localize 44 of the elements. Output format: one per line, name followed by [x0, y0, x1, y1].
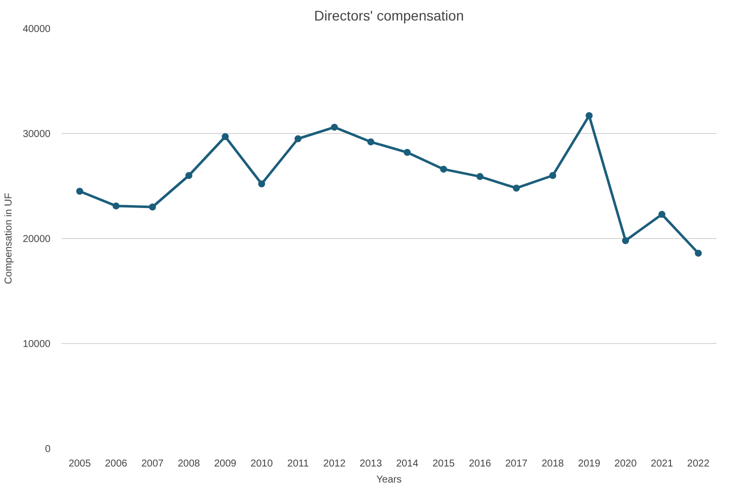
y-axis-title: Compensation in UF: [4, 192, 15, 284]
x-tick-label: 2010: [250, 458, 274, 470]
x-tick-label: 2016: [468, 458, 492, 470]
point: [112, 202, 120, 210]
point: [294, 135, 302, 142]
y-tick-label: 10000: [22, 339, 51, 350]
point: [76, 188, 84, 195]
point: [185, 172, 192, 179]
x-tick-label: 2022: [687, 458, 710, 470]
y-tick-label: 20000: [22, 234, 51, 245]
x-tick-label: 2019: [578, 458, 601, 470]
x-tick-label: 2008: [178, 458, 200, 470]
x-tick-label: 2013: [360, 458, 382, 470]
point: [148, 204, 156, 210]
point: [586, 112, 593, 120]
x-tick-label: 2020: [614, 458, 638, 470]
point: [476, 173, 484, 180]
point: [367, 138, 374, 146]
x-tick-label: 2007: [141, 458, 164, 470]
point: [658, 210, 666, 218]
x-tick-label: 2009: [214, 458, 237, 470]
y-tick-label: 30000: [22, 129, 51, 140]
y-tick-label: 40000: [22, 24, 51, 35]
point: [694, 250, 702, 257]
x-tick-label: 2017: [505, 458, 528, 470]
point: [440, 166, 448, 173]
x-tick-label: 2015: [432, 458, 456, 470]
x-tick-label: 2018: [542, 458, 564, 470]
x-tick-label: 2012: [323, 458, 346, 470]
x-tick-label: 2011: [287, 458, 310, 470]
point: [622, 237, 630, 244]
point: [330, 124, 338, 131]
y-tick-label: 0: [44, 444, 51, 455]
point: [222, 133, 229, 140]
x-tick-label: 2014: [396, 458, 419, 470]
point: [258, 180, 266, 188]
x-tick-label: 2021: [650, 458, 674, 470]
point: [549, 172, 556, 179]
point: [512, 184, 520, 192]
point: [404, 148, 411, 156]
x-axis-title: Years: [376, 474, 402, 486]
x-tick-label: 2006: [104, 458, 128, 470]
chart-title: Directors' compensation: [314, 8, 464, 24]
x-tick-label: 2005: [68, 458, 92, 470]
